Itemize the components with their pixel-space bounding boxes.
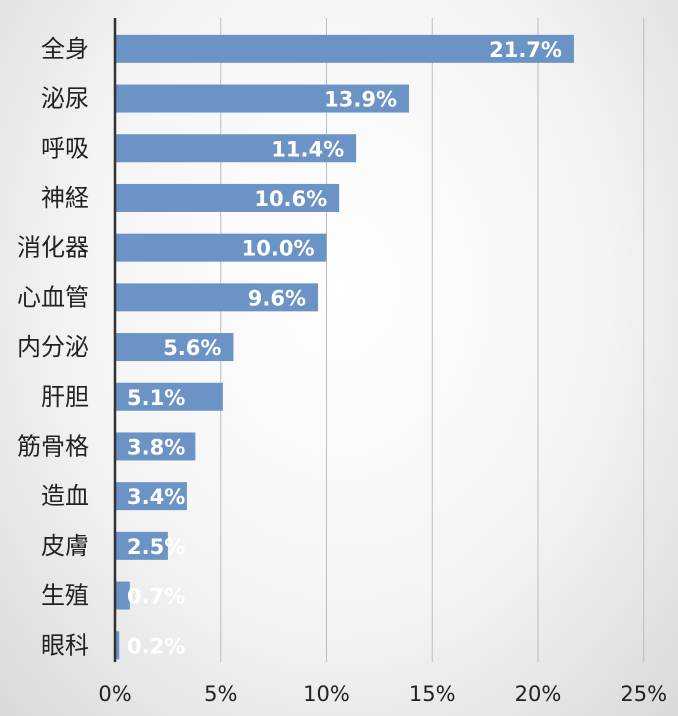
data-label: 5.6% [163, 336, 221, 360]
bar [115, 333, 234, 362]
data-label: 21.7% [489, 38, 562, 62]
category-label: 呼吸 [41, 134, 89, 162]
category-label: 内分泌 [17, 333, 89, 361]
bar [115, 432, 196, 461]
data-label: 0.2% [127, 634, 185, 658]
category-label: 心血管 [17, 283, 89, 311]
data-label: 9.6% [248, 286, 306, 310]
category-label: 神経 [41, 184, 89, 212]
bar [115, 134, 357, 163]
category-label: 皮膚 [41, 532, 89, 560]
category-label: 肝胆 [41, 383, 89, 411]
data-label: 3.4% [127, 485, 185, 509]
bar [115, 531, 168, 560]
bar [115, 631, 120, 660]
category-label: 筋骨格 [17, 432, 89, 460]
data-label: 13.9% [324, 88, 397, 112]
data-label: 3.8% [127, 435, 185, 459]
category-label: 泌尿 [41, 85, 89, 113]
bar [115, 84, 409, 113]
category-label: 眼科 [41, 631, 89, 659]
data-label: 10.6% [254, 187, 327, 211]
x-tick-label: 15% [409, 682, 456, 706]
bar [115, 233, 327, 262]
data-label: 11.4% [271, 137, 344, 161]
bar [115, 34, 574, 63]
bar [115, 482, 187, 511]
data-label: 10.0% [242, 237, 315, 261]
data-label: 0.7% [127, 585, 185, 609]
bar [115, 283, 319, 312]
bar [115, 382, 223, 411]
x-tick-label: 0% [98, 682, 131, 706]
category-label: 消化器 [17, 234, 89, 262]
bar [115, 581, 130, 610]
category-label: 造血 [41, 482, 89, 510]
bar [115, 183, 340, 212]
category-label: 生殖 [41, 582, 89, 610]
x-tick-label: 25% [620, 682, 667, 706]
x-tick-label: 20% [515, 682, 562, 706]
data-label: 5.1% [127, 386, 185, 410]
category-label: 全身 [41, 35, 89, 63]
data-label: 2.5% [127, 535, 185, 559]
x-tick-label: 10% [303, 682, 350, 706]
x-tick-label: 5% [204, 682, 237, 706]
